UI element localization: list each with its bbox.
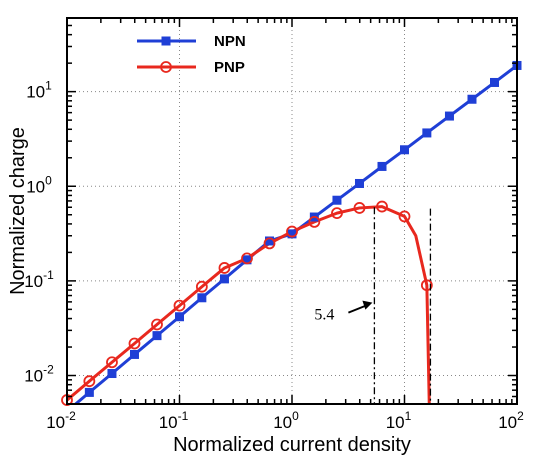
data-point-npn xyxy=(152,331,162,341)
data-point-pnp xyxy=(353,202,366,214)
data-point-npn xyxy=(354,178,364,188)
y-tick-label: 10-1 xyxy=(24,268,54,291)
data-point-pnp xyxy=(308,216,321,228)
legend-marker-pnp xyxy=(160,61,172,73)
data-point-npn xyxy=(107,369,117,379)
grid xyxy=(67,18,517,404)
data-point-npn xyxy=(242,255,252,265)
data-point-pnp xyxy=(241,252,253,265)
data-point-pnp xyxy=(151,318,163,331)
data-point-npn xyxy=(129,349,139,359)
x-tick-label: 10-1 xyxy=(159,409,189,432)
data-point-npn xyxy=(265,236,275,246)
data-point-npn xyxy=(377,161,387,171)
x-tick-label: 101 xyxy=(386,409,412,432)
data-point-pnp xyxy=(218,262,231,274)
y-tick-label: 10-2 xyxy=(24,363,54,386)
ticks: 10-2 10-1 100 101 102 10-2 10-1 100 101 xyxy=(24,17,524,432)
data-point-pnp xyxy=(195,280,208,293)
data-point-pnp xyxy=(286,225,298,238)
data-point-npn xyxy=(422,128,432,138)
data-point-pnp xyxy=(128,337,141,350)
data-point-pnp xyxy=(106,356,118,369)
data-point-npn xyxy=(332,195,342,205)
annotation-label: 5.4 xyxy=(314,307,334,324)
data-point-pnp xyxy=(331,207,343,220)
data-point-pnp xyxy=(376,200,388,213)
x-tick-label: 10-2 xyxy=(46,409,76,432)
legend-label-npn: NPN xyxy=(214,33,246,50)
legend-marker-npn xyxy=(161,36,171,46)
data-point-npn xyxy=(84,387,94,397)
legend: NPN PNP xyxy=(137,33,246,76)
data-point-pnp xyxy=(398,210,411,223)
data-point-pnp xyxy=(420,279,433,292)
data-point-pnp xyxy=(83,375,96,388)
annotation-layer: 5.4 xyxy=(314,207,432,404)
y-tick-label: 100 xyxy=(26,173,52,196)
data-point-npn xyxy=(219,274,229,284)
x-tick-label: 102 xyxy=(498,409,524,432)
legend-label-pnp: PNP xyxy=(214,59,245,76)
series-layer xyxy=(61,60,522,406)
data-point-npn xyxy=(400,145,409,155)
data-point-pnp xyxy=(173,299,186,312)
data-point-npn xyxy=(490,77,500,87)
x-axis-label: Normalized current density xyxy=(173,434,411,456)
y-axis-label: Normalized charge xyxy=(7,127,29,295)
data-point-npn xyxy=(444,111,454,121)
data-point-npn xyxy=(197,293,207,303)
y-tick-label: 101 xyxy=(26,79,52,102)
data-point-npn xyxy=(175,312,184,322)
data-point-npn xyxy=(287,229,297,239)
data-point-npn xyxy=(467,94,477,104)
x-tick-label: 100 xyxy=(273,409,299,432)
annotation-arrow-head xyxy=(362,300,373,310)
data-point-pnp xyxy=(263,237,276,250)
